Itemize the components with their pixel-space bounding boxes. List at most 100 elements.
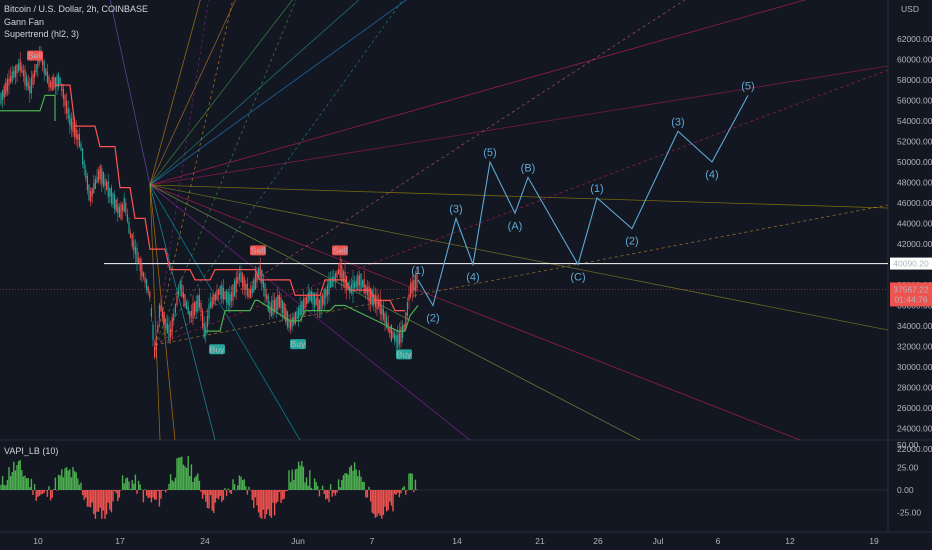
oscillator-bar xyxy=(157,490,159,492)
oscillator-bar xyxy=(193,477,196,490)
oscillator-bar xyxy=(376,490,378,517)
candle-body xyxy=(184,294,186,307)
oscillator-bar xyxy=(405,490,407,495)
oscillator-bar xyxy=(342,475,345,490)
oscillator-bar xyxy=(97,490,100,512)
oscillator-bar xyxy=(56,490,58,491)
oscillator-bar xyxy=(365,490,367,498)
oscillator-bar xyxy=(133,483,135,490)
oscillator-bar xyxy=(73,471,76,490)
candle-body xyxy=(400,326,402,343)
candle-body xyxy=(381,305,383,315)
oscillator-bar xyxy=(37,490,39,497)
candle-body xyxy=(86,175,88,191)
oscillator-bar xyxy=(134,474,137,490)
oscillator-bar xyxy=(360,476,362,490)
oscillator-bar xyxy=(317,486,319,490)
oscillator-bar xyxy=(25,478,28,490)
gann-fan-line xyxy=(154,0,234,346)
candle-body xyxy=(394,333,396,341)
oscillator-bar xyxy=(22,476,25,490)
candle-body xyxy=(306,296,308,305)
oscillator-bar xyxy=(227,488,229,490)
oscillator-bar xyxy=(273,490,276,516)
oscillator-bar xyxy=(35,490,37,501)
oscillator-bar xyxy=(302,466,305,490)
candle-body xyxy=(147,286,149,293)
candle-body xyxy=(125,202,127,214)
oscillator-bar xyxy=(192,481,194,490)
oscillator-bar xyxy=(123,483,125,490)
oscillator-bar xyxy=(213,490,215,513)
sell-signal[interactable] xyxy=(332,245,348,256)
vapi-legend[interactable]: VAPI_LB (10) xyxy=(4,446,59,456)
buy-signal[interactable] xyxy=(396,349,412,360)
candle-body xyxy=(69,114,71,126)
oscillator-tick-label: -25.00 xyxy=(897,508,921,518)
candle-body xyxy=(90,191,92,202)
oscillator-bar xyxy=(57,474,60,490)
candle-body xyxy=(123,197,125,212)
wave-label: (2) xyxy=(426,313,439,325)
candle-body xyxy=(46,71,48,83)
oscillator-bar xyxy=(297,461,300,490)
candle-body xyxy=(157,324,159,332)
supertrend-legend[interactable]: Supertrend (hl2, 3) xyxy=(4,29,80,39)
oscillator-bar xyxy=(285,490,287,492)
candle-body xyxy=(413,280,415,291)
buy-signal[interactable] xyxy=(290,339,306,350)
buy-signal[interactable] xyxy=(209,344,225,355)
oscillator-bar xyxy=(248,486,250,490)
candle-body xyxy=(235,277,237,292)
candle-body xyxy=(213,295,215,305)
wave-label: (1) xyxy=(590,183,603,195)
candle-body xyxy=(3,86,5,98)
candle-body xyxy=(370,287,372,304)
sell-signal[interactable] xyxy=(27,50,43,61)
candle-body xyxy=(34,70,36,78)
candle-body xyxy=(18,62,20,71)
candle-body xyxy=(214,293,216,301)
candle-body xyxy=(278,294,280,308)
oscillator-bar xyxy=(325,490,327,500)
candle-body xyxy=(181,284,183,297)
price-tick-label: 24000.00 xyxy=(897,424,932,434)
candle-body xyxy=(395,335,397,343)
supertrend-up-line xyxy=(0,94,56,121)
oscillator-bar xyxy=(93,490,95,515)
candle-body xyxy=(131,234,133,247)
oscillator-bar xyxy=(262,490,265,510)
candle-body xyxy=(182,292,184,299)
oscillator-bar xyxy=(5,485,7,490)
candle-body xyxy=(0,93,2,104)
candle-body xyxy=(302,299,304,312)
candle-body xyxy=(142,272,144,278)
time-tick-label: Jul xyxy=(653,536,664,546)
candle-body xyxy=(176,295,178,306)
candle-body xyxy=(21,65,23,73)
oscillator-bar xyxy=(160,490,162,499)
candle-body xyxy=(360,273,362,290)
gann-fan-legend[interactable]: Gann Fan xyxy=(4,17,45,27)
symbol-title[interactable]: Bitcoin / U.S. Dollar, 2h, COINBASE xyxy=(4,4,149,14)
oscillator-bar xyxy=(385,490,388,512)
oscillator-bar xyxy=(413,490,415,493)
candle-body xyxy=(141,264,143,276)
candle-body xyxy=(48,76,50,88)
candle-body xyxy=(339,262,341,278)
candle-body xyxy=(134,246,136,254)
price-tick-label: 62000.00 xyxy=(897,34,932,44)
elliott-wave-path[interactable] xyxy=(417,95,749,307)
oscillator-bar xyxy=(149,490,151,498)
oscillator-bar xyxy=(373,490,375,515)
sell-signal[interactable] xyxy=(250,245,266,256)
candle-body xyxy=(219,285,221,295)
candle-body xyxy=(403,324,405,331)
oscillator-bar xyxy=(48,486,50,490)
price-tick-label: 50000.00 xyxy=(897,157,932,167)
oscillator-bar xyxy=(155,490,157,500)
candle-body xyxy=(264,283,266,297)
gann-fan-line xyxy=(149,184,161,441)
oscillator-bar xyxy=(169,474,172,490)
